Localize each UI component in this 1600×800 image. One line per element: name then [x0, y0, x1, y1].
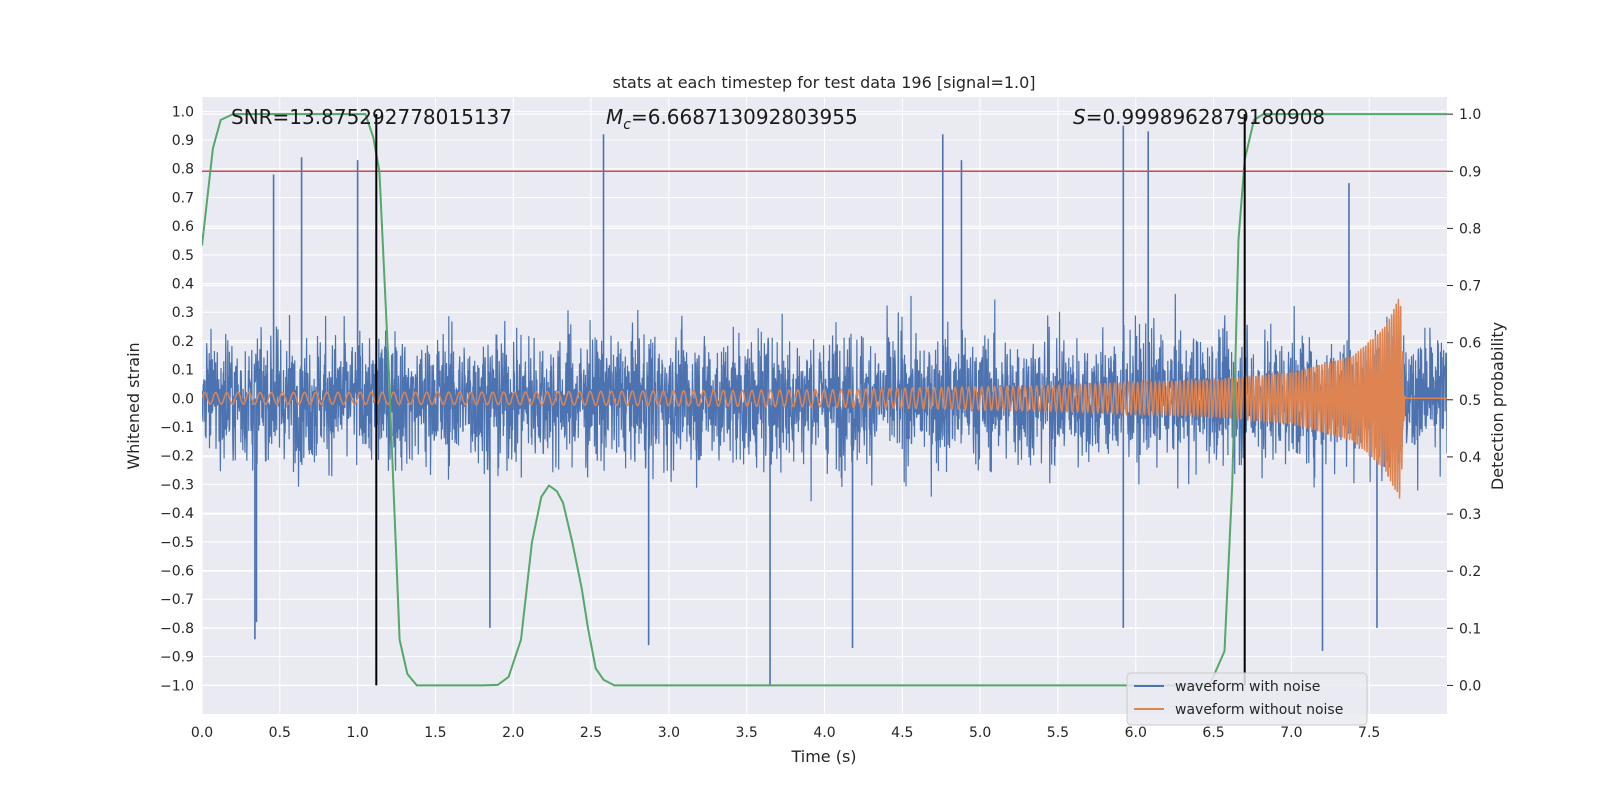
x-tick-label: 4.0 — [813, 725, 835, 741]
chirp-mass-annotation: Mc=6.668713092803955 — [606, 105, 858, 133]
y-right-tick-label: 0.2 — [1459, 564, 1481, 580]
y-left-axis-ticks: 1.0 0.9 0.8 0.7 0.6 0.5 0.4 0.3 0.2 0.1 0.0 −0.1 −0.… — [160, 104, 194, 694]
event-marker-lines — [375, 114, 1246, 686]
y-left-tick-label: 0.7 — [172, 190, 194, 206]
y-left-tick-label: 0.0 — [172, 391, 194, 407]
x-tick-label: 7.5 — [1358, 725, 1380, 741]
x-tick-label: 1.5 — [424, 725, 446, 741]
y-left-axis-label: Whitened strain — [124, 342, 143, 469]
y-left-tick-label: −0.4 — [160, 506, 194, 522]
y-right-tick-label: 0.3 — [1459, 507, 1481, 523]
y-right-axis-ticks: 1.0 0.9 0.8 0.7 0.6 0.5 0.4 0.3 0.2 0.1 0.0 — [1447, 107, 1481, 694]
legend-label-noise: waveform with noise — [1175, 679, 1320, 695]
y-left-tick-label: 0.2 — [172, 334, 194, 350]
chart-title: stats at each timestep for test data 196… — [612, 73, 1035, 92]
y-right-tick-label: 0.6 — [1459, 336, 1481, 352]
y-left-tick-label: −1.0 — [160, 678, 194, 694]
x-tick-label: 3.5 — [736, 725, 758, 741]
y-left-tick-label: 0.3 — [172, 305, 194, 321]
y-right-tick-label: 0.5 — [1459, 393, 1481, 409]
y-left-tick-label: 0.9 — [172, 133, 194, 149]
detection-probability-line — [202, 113, 1447, 687]
legend: waveform with noise waveform without noi… — [1126, 672, 1368, 726]
y-left-tick-label: 0.6 — [172, 219, 194, 235]
y-right-tick-label: 0.0 — [1459, 678, 1481, 694]
y-left-tick-label: −0.8 — [160, 621, 194, 637]
legend-box — [1126, 672, 1368, 726]
x-tick-label: 6.5 — [1202, 725, 1224, 741]
x-axis-ticks: 0.0 0.5 1.0 1.5 2.0 2.5 3.0 3.5 4.0 4.5 5.0 5.5 6.0 6… — [191, 725, 1380, 741]
x-tick-label: 7.0 — [1280, 725, 1302, 741]
x-tick-label: 2.0 — [502, 725, 524, 741]
x-axis-label: Time (s) — [790, 747, 856, 766]
y-left-tick-label: −0.5 — [160, 535, 194, 551]
x-tick-label: 3.0 — [658, 725, 680, 741]
y-right-tick-label: 0.8 — [1459, 221, 1481, 237]
y-right-tick-label: 0.1 — [1459, 621, 1481, 637]
y-right-tick-label: 0.4 — [1459, 450, 1481, 466]
y-right-tick-label: 0.9 — [1459, 164, 1481, 180]
y-right-axis-label: Detection probability — [1488, 322, 1507, 490]
snr-annotation: SNR=13.875292778015137 — [231, 105, 512, 129]
x-tick-label: 4.5 — [891, 725, 913, 741]
y-left-tick-label: 1.0 — [172, 104, 194, 120]
y-left-tick-label: 0.4 — [172, 277, 194, 293]
y-right-tick-label: 1.0 — [1459, 107, 1481, 123]
series-waveform-without-noise — [202, 298, 1447, 499]
x-tick-label: 0.0 — [191, 725, 213, 741]
y-left-tick-label: 0.8 — [172, 162, 194, 178]
x-tick-label: 0.5 — [269, 725, 291, 741]
x-tick-label: 6.0 — [1125, 725, 1147, 741]
x-tick-label: 1.0 — [346, 725, 368, 741]
score-annotation: S=0.9998962879180908 — [1073, 105, 1325, 129]
y-left-tick-label: −0.6 — [160, 564, 194, 580]
legend-label-signal: waveform without noise — [1175, 702, 1343, 718]
y-left-tick-label: −0.3 — [160, 477, 194, 493]
clean-waveform-line — [202, 298, 1447, 499]
y-left-tick-label: −0.7 — [160, 592, 194, 608]
series-detection-probability — [202, 113, 1447, 687]
y-left-tick-label: −0.9 — [160, 650, 194, 666]
x-tick-label: 2.5 — [580, 725, 602, 741]
y-left-tick-label: −0.2 — [160, 449, 194, 465]
x-tick-label: 5.5 — [1047, 725, 1069, 741]
x-tick-label: 5.0 — [969, 725, 991, 741]
y-left-tick-label: −0.1 — [160, 420, 194, 436]
y-left-tick-label: 0.1 — [172, 363, 194, 379]
y-left-tick-label: 0.5 — [172, 248, 194, 264]
noise-waveform-line — [202, 293, 1447, 502]
y-right-tick-label: 0.7 — [1459, 279, 1481, 295]
